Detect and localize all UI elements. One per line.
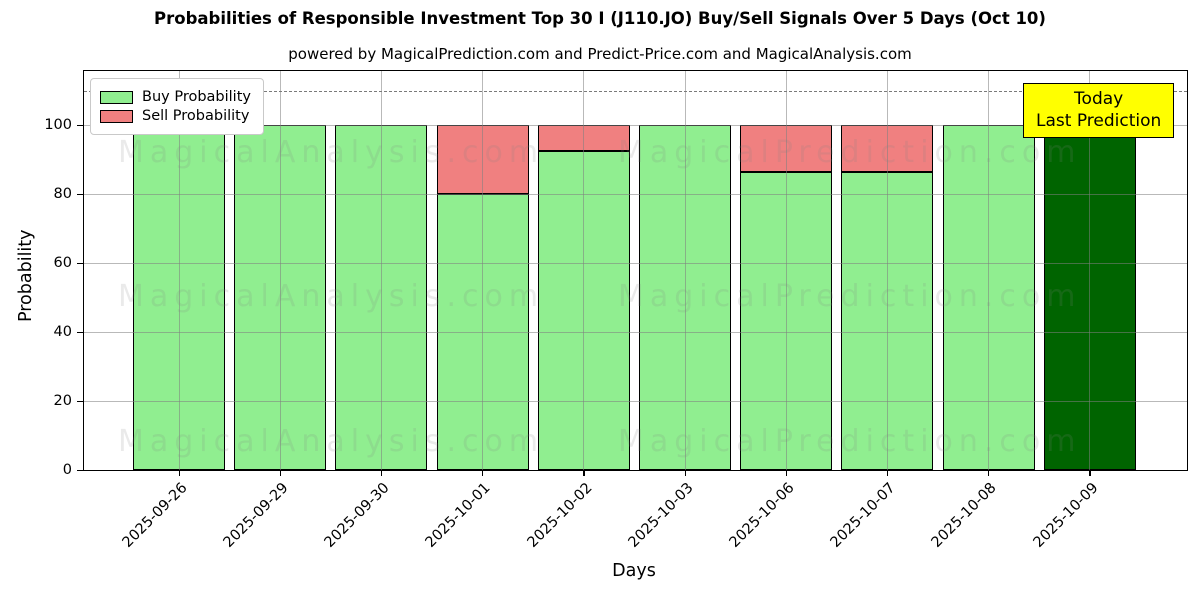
- x-tick-mark: [482, 470, 484, 476]
- x-tick-mark: [583, 470, 585, 476]
- y-tick-label: 40: [53, 324, 72, 341]
- y-tick-mark: [77, 193, 83, 195]
- legend-label-buy: Buy Probability: [142, 89, 251, 105]
- y-tick-label: 60: [53, 255, 72, 272]
- x-tick-mark: [988, 470, 990, 476]
- chart-title: Probabilities of Responsible Investment …: [154, 9, 1046, 28]
- y-gridline: [84, 193, 1187, 195]
- dashed-reference-line: [84, 90, 1187, 92]
- x-tick-label: 2025-09-26: [119, 480, 191, 551]
- today-annotation: Today Last Prediction: [1023, 83, 1175, 138]
- legend: Buy Probability Sell Probability: [90, 78, 264, 135]
- y-gridline: [84, 400, 1187, 402]
- x-gridline: [583, 71, 585, 470]
- plot-area: Buy Probability Sell Probability Today L…: [44, 70, 1188, 551]
- x-tick-mark: [684, 470, 686, 476]
- y-tick-label: 100: [44, 117, 72, 134]
- x-tick-label: 2025-10-07: [827, 480, 899, 551]
- y-tick-label: 0: [62, 462, 72, 478]
- x-gridline: [988, 71, 990, 470]
- y-tick-label: 80: [53, 186, 72, 203]
- y-axis-label: Probability: [16, 229, 36, 322]
- y-tick-mark: [77, 331, 83, 333]
- x-axis-label: Days: [612, 561, 656, 581]
- x-gridline: [380, 71, 382, 470]
- x-tick-label: 2025-10-08: [929, 480, 1000, 551]
- x-gridline: [1089, 71, 1091, 470]
- x-tick-mark: [785, 470, 787, 476]
- x-gridline: [684, 71, 686, 470]
- legend-item-buy: Buy Probability: [100, 89, 251, 105]
- x-tick-mark: [178, 470, 180, 476]
- y-tick-mark: [77, 262, 83, 264]
- legend-item-sell: Sell Probability: [100, 108, 251, 124]
- y-tick-mark: [77, 469, 83, 471]
- x-gridline: [178, 71, 180, 470]
- y-tick-label: 20: [53, 393, 72, 410]
- x-tick-mark: [279, 470, 281, 476]
- legend-label-sell: Sell Probability: [142, 108, 250, 124]
- x-tick-label: 2025-09-30: [321, 480, 393, 551]
- sell-swatch: [100, 109, 133, 123]
- x-tick-mark: [886, 470, 889, 476]
- x-tick-label: 2025-09-29: [220, 480, 292, 551]
- x-gridline: [482, 71, 484, 470]
- today-annotation-line2: Last Prediction: [1036, 111, 1162, 132]
- y-tick-mark: [77, 124, 83, 126]
- x-tick-label: 2025-10-03: [625, 480, 697, 551]
- x-tick-mark: [1089, 470, 1091, 476]
- y-gridline: [84, 124, 1187, 126]
- x-tick-label: 2025-10-02: [524, 480, 596, 551]
- buy-swatch: [100, 90, 133, 104]
- y-gridline: [84, 331, 1187, 333]
- y-tick-mark: [77, 400, 83, 402]
- chart-subtitle: powered by MagicalPrediction.com and Pre…: [288, 45, 912, 63]
- today-annotation-line1: Today: [1074, 89, 1124, 109]
- x-gridline: [279, 71, 281, 470]
- y-gridline: [84, 262, 1187, 264]
- x-tick-label: 2025-10-01: [423, 480, 494, 551]
- x-tick-label: 2025-10-06: [726, 480, 798, 551]
- x-tick-mark: [380, 470, 383, 476]
- x-gridline: [785, 71, 787, 470]
- x-gridline: [886, 71, 888, 470]
- x-tick-label: 2025-10-09: [1030, 480, 1102, 551]
